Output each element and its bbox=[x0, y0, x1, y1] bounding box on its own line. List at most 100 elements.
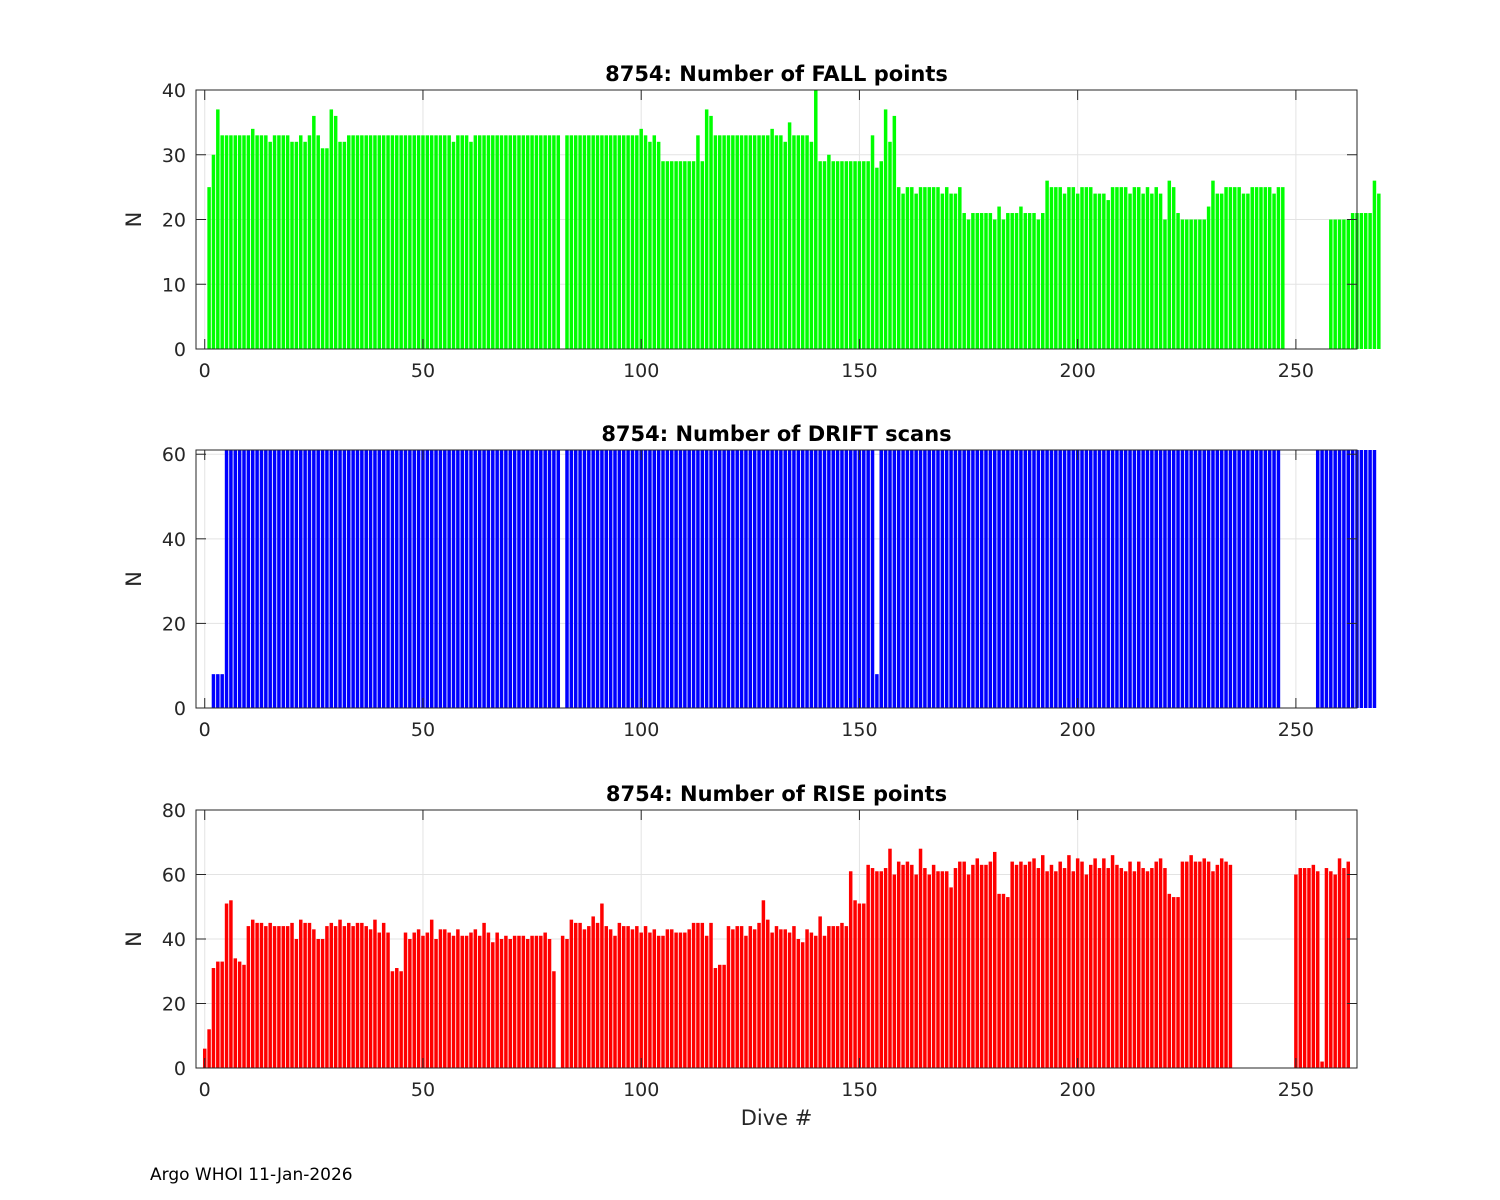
rise-points-panel: 0 50 100 150 200 250 0 20 40 60 80 8754: Number of… bbox=[122, 782, 1358, 1130]
rise-bar bbox=[800, 942, 805, 1068]
fall-bar bbox=[1071, 187, 1076, 350]
rise-bar bbox=[944, 871, 949, 1068]
rise-bar bbox=[456, 929, 460, 1068]
rise-bar bbox=[997, 893, 1001, 1068]
drift-bar bbox=[1071, 450, 1076, 708]
drift-bar bbox=[975, 450, 980, 708]
fall-bar bbox=[1041, 213, 1045, 349]
rise-bar bbox=[953, 868, 958, 1068]
rise-xtick-label: 200 bbox=[1060, 1079, 1096, 1101]
rise-xlabel: Dive # bbox=[741, 1106, 813, 1130]
fall-bar bbox=[621, 135, 626, 349]
fall-bar bbox=[1023, 213, 1028, 349]
rise-bar bbox=[853, 900, 857, 1068]
drift-bar bbox=[443, 450, 447, 708]
drift-bar bbox=[652, 450, 657, 708]
drift-bar bbox=[630, 450, 635, 708]
drift-bar bbox=[608, 450, 613, 708]
drift-bar bbox=[1158, 450, 1163, 708]
rise-bar bbox=[259, 922, 264, 1069]
rise-bar bbox=[770, 932, 774, 1068]
rise-bar bbox=[748, 926, 753, 1068]
drift-bar bbox=[386, 450, 390, 708]
fall-bar bbox=[578, 135, 582, 349]
drift-bar bbox=[670, 450, 674, 708]
drift-bar bbox=[1058, 450, 1062, 708]
drift-bar bbox=[377, 450, 382, 708]
fall-bar bbox=[905, 187, 910, 350]
drift-bar bbox=[1346, 450, 1351, 708]
fall-bar bbox=[207, 187, 211, 350]
fall-bar bbox=[687, 161, 691, 349]
rise-bar bbox=[473, 929, 478, 1068]
rise-bar bbox=[268, 922, 272, 1069]
drift-bar bbox=[940, 450, 945, 708]
rise-bar bbox=[617, 922, 622, 1069]
rise-bar bbox=[1189, 855, 1193, 1068]
drift-bar bbox=[739, 450, 744, 708]
rise-bar bbox=[1346, 861, 1351, 1068]
drift-bar bbox=[984, 450, 988, 708]
fall-bar bbox=[342, 141, 347, 349]
fall-xtick-label: 150 bbox=[841, 360, 877, 382]
drift-bar bbox=[744, 450, 748, 708]
rise-bar bbox=[443, 929, 447, 1068]
fall-bar bbox=[403, 135, 408, 349]
rise-bar bbox=[1067, 855, 1071, 1068]
fall-bar bbox=[1350, 213, 1355, 349]
fall-bar bbox=[1359, 213, 1364, 349]
drift-bar bbox=[416, 450, 421, 708]
rise-bar bbox=[264, 926, 268, 1068]
drift-bar bbox=[399, 450, 403, 708]
drift-bar bbox=[316, 450, 320, 708]
drift-bar bbox=[923, 450, 927, 708]
fall-bar bbox=[539, 135, 543, 349]
rise-bar bbox=[1106, 868, 1110, 1068]
drift-bar bbox=[870, 450, 875, 708]
drift-bar bbox=[1219, 450, 1224, 708]
fall-bar bbox=[216, 109, 220, 349]
drift-bar bbox=[229, 450, 233, 708]
fall-bar bbox=[931, 187, 936, 350]
drift-bar bbox=[373, 450, 377, 708]
fall-bar bbox=[997, 206, 1001, 349]
fall-bar bbox=[1368, 213, 1372, 349]
fall-bar bbox=[992, 219, 997, 349]
fall-bar bbox=[1145, 187, 1150, 350]
drift-bar bbox=[517, 450, 521, 708]
fall-bar bbox=[434, 135, 438, 349]
drift-bar bbox=[840, 450, 844, 708]
drift-bar bbox=[757, 450, 761, 708]
fall-bar bbox=[766, 135, 770, 349]
fall-bar bbox=[1237, 187, 1241, 350]
drift-bar bbox=[761, 450, 766, 708]
drift-bar bbox=[543, 450, 547, 708]
rise-bar bbox=[1307, 868, 1311, 1068]
rise-bar bbox=[368, 929, 373, 1068]
fall-bar bbox=[870, 135, 875, 349]
fall-bar bbox=[1014, 213, 1019, 349]
fall-bar bbox=[508, 135, 512, 349]
drift-bar bbox=[1368, 450, 1372, 708]
fall-bar bbox=[1259, 187, 1263, 350]
fall-bar bbox=[770, 128, 774, 349]
rise-bar bbox=[1154, 861, 1158, 1068]
fall-bar bbox=[338, 141, 342, 349]
drift-bar bbox=[569, 450, 574, 708]
drift-bar bbox=[639, 450, 643, 708]
rise-bar bbox=[639, 932, 643, 1068]
fall-bar bbox=[1206, 206, 1211, 349]
rise-bar bbox=[1036, 868, 1041, 1068]
rise-bar bbox=[783, 929, 787, 1068]
drift-bar bbox=[242, 450, 246, 708]
drift-bar bbox=[1145, 450, 1150, 708]
rise-ytick-label: 20 bbox=[162, 994, 186, 1016]
drift-bar bbox=[700, 450, 705, 708]
rise-bar bbox=[229, 900, 233, 1068]
fall-bar bbox=[347, 135, 351, 349]
fall-bar bbox=[1189, 219, 1193, 349]
rise-bar bbox=[233, 958, 238, 1068]
drift-bars bbox=[211, 450, 1377, 708]
rise-bar bbox=[482, 922, 486, 1069]
